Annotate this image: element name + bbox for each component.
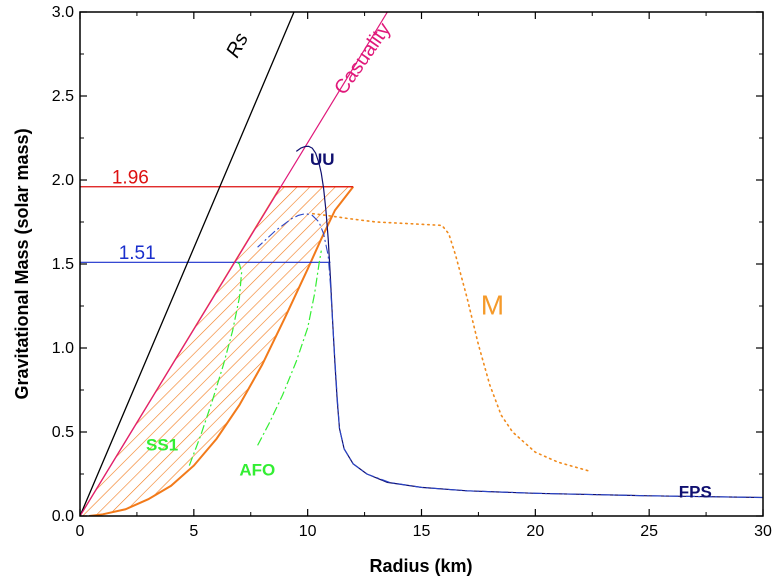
x-axis-title: Radius (km) bbox=[369, 556, 472, 576]
y-tick-label: 1.5 bbox=[52, 256, 74, 273]
annotation-rs: Rs bbox=[222, 29, 253, 61]
x-tick-label: 5 bbox=[189, 523, 198, 540]
y-tick-label: 0.5 bbox=[52, 424, 74, 441]
series-afo bbox=[257, 250, 322, 446]
series-uu bbox=[295, 145, 763, 499]
series-fps bbox=[257, 213, 763, 499]
annotation-fps: FPS bbox=[679, 483, 712, 502]
x-tick-label: 0 bbox=[76, 523, 85, 540]
y-tick-label: 3.0 bbox=[52, 4, 74, 21]
annotation-ss1: SS1 bbox=[146, 435, 178, 454]
annotation-m: M bbox=[481, 289, 504, 320]
y-tick-label: 2.0 bbox=[52, 172, 74, 189]
x-tick-label: 10 bbox=[299, 523, 317, 540]
series-m bbox=[311, 212, 589, 472]
y-tick-label: 2.5 bbox=[52, 88, 74, 105]
y-tick-label: 0.0 bbox=[52, 508, 74, 525]
annotation-casuality: Casuality bbox=[330, 19, 395, 99]
series-rs bbox=[80, 12, 295, 516]
annotation-1-51: 1.51 bbox=[119, 243, 156, 264]
annotation-uu: UU bbox=[310, 150, 335, 169]
annotation-1-96: 1.96 bbox=[112, 167, 149, 188]
x-tick-label: 30 bbox=[754, 523, 772, 540]
hatched-region-fill bbox=[80, 186, 354, 516]
series-ss1 bbox=[188, 261, 243, 466]
series-casuality bbox=[80, 12, 388, 516]
x-tick-label: 20 bbox=[526, 523, 544, 540]
hatched-region-lower-boundary bbox=[88, 186, 354, 516]
y-tick-label: 1.0 bbox=[52, 340, 74, 357]
annotation-afo: AFO bbox=[239, 461, 275, 480]
x-tick-label: 25 bbox=[640, 523, 658, 540]
y-axis-title: Gravitational Mass (solar mass) bbox=[12, 128, 32, 399]
x-tick-label: 15 bbox=[413, 523, 431, 540]
